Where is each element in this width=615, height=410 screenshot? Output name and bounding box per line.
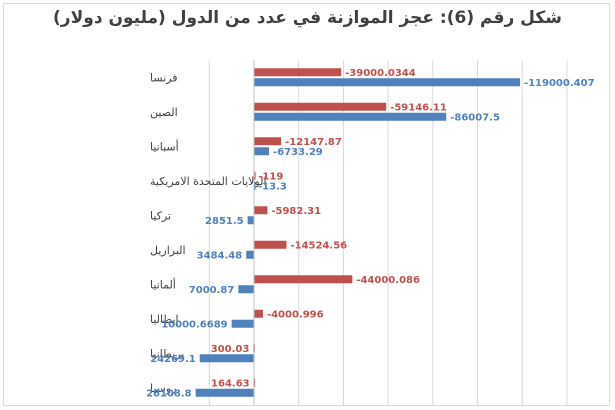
chart-title: شكل رقم (6): عجز الموازنة في عدد من الدو… (53, 8, 562, 28)
data-label-red: -44000.086 (356, 275, 420, 286)
bar-series-red (254, 137, 282, 146)
data-label-red: -59146.11 (390, 102, 447, 113)
data-label-red: -5982.31 (271, 206, 321, 217)
data-label-blue: 3484.48 (197, 250, 243, 261)
bar-series-blue (254, 181, 256, 190)
data-label-blue: 26108.8 (146, 388, 192, 399)
category-label: الولايات المتحدة الامريكية (150, 175, 267, 188)
data-label-red: -119 (258, 171, 283, 182)
category-label: ألمانيا (150, 277, 176, 291)
data-label-red: -12147.87 (285, 137, 342, 148)
data-label-red: -4000.996 (267, 309, 324, 320)
category-label: روسيا (150, 382, 177, 395)
category-label: بريطانيا (150, 347, 184, 360)
data-label-blue: -86007.5 (450, 112, 500, 123)
bar-series-blue (246, 250, 254, 259)
bar-series-blue (247, 216, 254, 225)
bar-series-red (254, 206, 268, 215)
data-label-blue: 24269.1 (150, 354, 196, 365)
bar-series-blue (199, 354, 254, 363)
data-label-red: -14524.56 (290, 240, 347, 251)
bar-series-blue (195, 388, 254, 397)
bar-series-blue (254, 147, 270, 156)
data-label-red: 164.63 (211, 378, 250, 389)
category-label: أسبانيا (150, 139, 179, 153)
data-label-blue: -13.3 (258, 181, 287, 192)
data-label-blue: 10000.6689 (161, 319, 227, 330)
category-label: تركيا (150, 209, 171, 222)
category-label: فرنسا (150, 71, 178, 84)
data-label-red: 300.03 (211, 344, 250, 355)
bar-series-red (254, 102, 387, 111)
data-label-blue: -119000.407 (524, 78, 595, 89)
category-label: إيطاليا (150, 313, 179, 326)
category-label: الصين (150, 106, 178, 119)
category-label: البرازيل (150, 244, 186, 257)
bar-series-red (254, 171, 256, 180)
bar-series-blue (231, 319, 254, 328)
bar-series-red (254, 309, 263, 318)
data-label-red: -39000.0344 (345, 68, 416, 79)
bar-series-blue (254, 78, 520, 87)
bar-series-red (254, 68, 342, 77)
bar-series-red (254, 240, 287, 249)
bar-series-red (254, 275, 353, 284)
data-label-blue: 7000.87 (189, 285, 235, 296)
bar-series-blue (238, 285, 254, 294)
data-label-blue: 2851.5 (205, 216, 244, 227)
bar-series-blue (254, 112, 447, 121)
data-label-blue: -6733.29 (273, 147, 323, 158)
